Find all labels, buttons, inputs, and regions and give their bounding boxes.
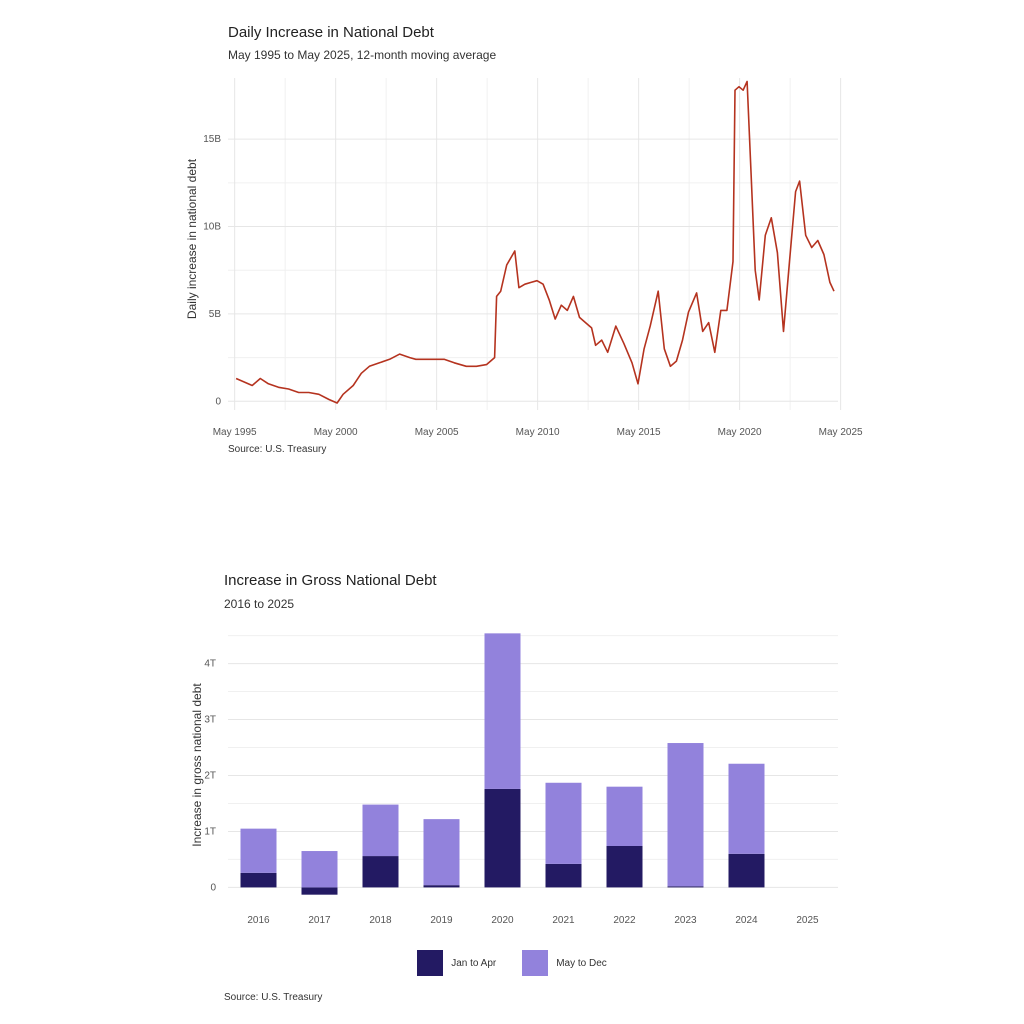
bar-may-dec-2021: [545, 782, 582, 864]
bar-may-dec-2017: [301, 851, 338, 888]
bar-jan-apr-2024: [728, 853, 765, 888]
line-chart-x-tick-label: May 2010: [516, 427, 560, 438]
bar-chart-y-tick-label: 0: [210, 882, 216, 893]
line-chart-source: Source: U.S. Treasury: [228, 444, 327, 455]
bar-may-dec-2022: [606, 786, 643, 846]
bar-chart-y-tick-label: 4T: [204, 659, 216, 670]
line-chart-x-tick-label: May 2005: [415, 427, 459, 438]
legend-item-may-dec: May to Dec: [522, 950, 607, 976]
line-chart-y-tick-label: 5B: [209, 309, 222, 320]
bar-jan-apr-2017: [301, 887, 338, 895]
bar-jan-apr-2019: [423, 885, 460, 888]
bar-chart-x-tick-label: 2022: [613, 915, 636, 926]
bar-chart-subtitle: 2016 to 2025: [224, 597, 295, 611]
bar-may-dec-2020: [484, 633, 521, 789]
bar-chart-x-tick-label: 2019: [430, 915, 453, 926]
bar-jan-apr-2016: [240, 872, 277, 888]
bar-jan-apr-2021: [545, 863, 582, 888]
bar-chart-source: Source: U.S. Treasury: [224, 992, 323, 1003]
legend-label-jan-apr: Jan to Apr: [451, 957, 497, 969]
line-chart-x-tick-label: May 2020: [718, 427, 762, 438]
bar-jan-apr-2018: [362, 856, 399, 888]
bar-jan-apr-2020: [484, 788, 521, 888]
line-chart-x-tick-label: May 1995: [213, 427, 257, 438]
bar-chart-x-tick-label: 2020: [491, 915, 514, 926]
bar-may-dec-2019: [423, 819, 460, 886]
bar-chart-x-tick-label: 2017: [308, 915, 331, 926]
line-chart-x-tick-label: May 2025: [819, 427, 863, 438]
line-chart-series-line: [235, 80, 835, 404]
bar-chart-title: Increase in Gross National Debt: [224, 572, 437, 589]
bar-chart-x-tick-label: 2025: [796, 915, 819, 926]
bar-chart-x-tick-label: 2021: [552, 915, 575, 926]
bar-jan-apr-2023: [667, 886, 704, 888]
line-chart-subtitle: May 1995 to May 2025, 12-month moving av…: [228, 48, 497, 62]
line-chart-y-tick-label: 15B: [203, 134, 221, 145]
bar-chart-y-tick-label: 1T: [204, 826, 216, 837]
line-chart-y-tick-label: 0: [215, 396, 221, 407]
legend-item-jan-apr: Jan to Apr: [417, 950, 496, 976]
legend-label-may-dec: May to Dec: [556, 957, 607, 969]
line-chart-x-tick-label: May 2000: [314, 427, 358, 438]
legend-swatch-jan-apr: [417, 950, 444, 976]
bar-chart-y-tick-label: 3T: [204, 715, 216, 726]
line-chart-title: Daily Increase in National Debt: [228, 24, 434, 41]
bar-may-dec-2023: [667, 743, 704, 887]
bar-chart-x-tick-label: 2024: [735, 915, 758, 926]
bar-chart-y-tick-label: 2T: [204, 770, 216, 781]
line-chart-x-tick-label: May 2015: [617, 427, 661, 438]
bar-chart-x-tick-label: 2023: [674, 915, 697, 926]
bar-chart-legend: Jan to Apr May to Dec: [0, 950, 1024, 976]
bar-may-dec-2016: [240, 828, 277, 873]
bar-chart-x-tick-label: 2018: [369, 915, 392, 926]
bar-may-dec-2018: [362, 804, 399, 857]
bar-chart-x-tick-label: 2016: [247, 915, 270, 926]
legend-swatch-may-dec: [522, 950, 549, 976]
bar-jan-apr-2022: [606, 845, 643, 888]
bar-may-dec-2024: [728, 763, 765, 854]
line-chart-y-tick-label: 10B: [203, 222, 221, 233]
